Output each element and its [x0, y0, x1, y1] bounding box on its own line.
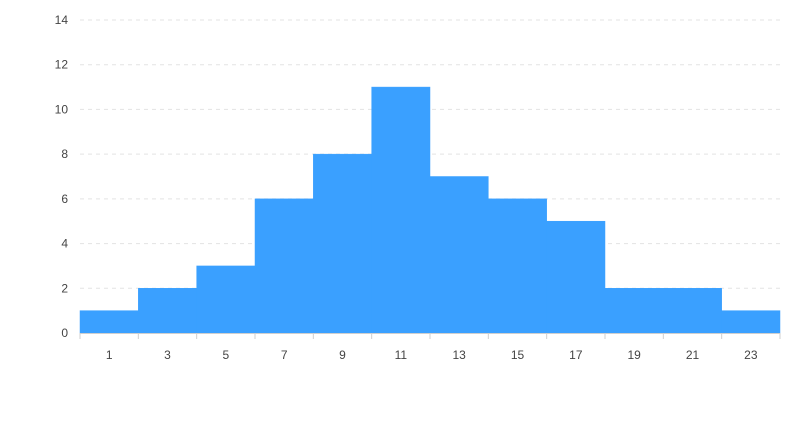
x-tick-label: 3 [164, 348, 171, 362]
histogram-bar [604, 288, 664, 334]
y-tick-label: 10 [55, 102, 69, 116]
y-tick-label: 2 [61, 281, 68, 295]
y-tick-label: 0 [61, 326, 68, 340]
y-tick-label: 14 [55, 13, 69, 27]
y-tick-label: 6 [61, 192, 68, 206]
y-tick-label: 4 [61, 237, 68, 251]
histogram-bar [488, 198, 547, 334]
histogram-bar [138, 288, 197, 334]
histogram-bar [663, 288, 722, 334]
x-tick-label: 5 [222, 348, 229, 362]
x-tick-label: 15 [511, 348, 525, 362]
x-tick-label: 7 [281, 348, 288, 362]
x-axis-ticks [79, 333, 781, 339]
x-tick-label: 13 [452, 348, 466, 362]
y-tick-label: 12 [55, 58, 69, 72]
histogram-bar [313, 153, 372, 334]
histogram-bar [721, 310, 781, 334]
histogram-bar [196, 265, 256, 334]
bars [79, 86, 781, 334]
x-tick-label: 1 [106, 348, 113, 362]
histogram-bar [254, 198, 314, 334]
x-tick-label: 23 [744, 348, 758, 362]
histogram-bar [79, 310, 139, 334]
x-tick-label: 17 [569, 348, 583, 362]
histogram-bar [371, 86, 431, 334]
histogram-bar [429, 176, 489, 334]
x-tick-label: 21 [686, 348, 700, 362]
y-tick-label: 8 [61, 147, 68, 161]
y-axis-tick-labels: 0 2 4 6 8 10 12 14 [55, 13, 69, 340]
x-tick-label: 19 [627, 348, 641, 362]
x-tick-label: 9 [339, 348, 346, 362]
x-axis-tick-labels: 1 3 5 7 9 11 13 15 17 19 21 23 [106, 348, 758, 362]
histogram-bar [546, 220, 606, 334]
x-tick-label: 11 [395, 348, 408, 362]
